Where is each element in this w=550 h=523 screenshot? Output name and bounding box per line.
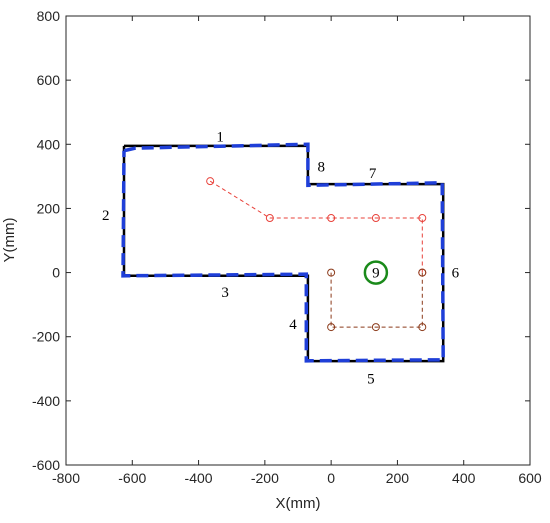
series-line (209, 180, 423, 273)
y-tick-label: 600 (37, 72, 61, 88)
annotation: 4 (289, 317, 297, 333)
point-marker (371, 214, 380, 223)
annotation: 1 (216, 129, 224, 145)
x-tick-label: 400 (452, 470, 476, 486)
series-line (121, 142, 445, 363)
x-tick-label: -800 (52, 470, 80, 486)
point-marker (363, 260, 389, 285)
y-tick-label: 800 (37, 8, 61, 24)
annotation: 8 (317, 160, 325, 176)
x-tick-label: -400 (185, 470, 213, 486)
y-axis-label: Y(mm) (1, 218, 18, 263)
annotation: 7 (369, 166, 377, 182)
y-tick-label: -400 (32, 393, 60, 409)
point-marker (418, 214, 427, 223)
plot-area (65, 15, 531, 466)
point-marker (265, 214, 274, 223)
x-tick-label: -200 (251, 470, 279, 486)
annotation: 9 (372, 266, 380, 282)
y-tick-label: 200 (37, 200, 61, 216)
y-tick-label: -200 (32, 329, 60, 345)
y-tick-label: -600 (32, 457, 60, 473)
x-tick-label: 0 (327, 470, 335, 486)
series-line (330, 272, 423, 328)
point-marker (371, 323, 380, 332)
point-marker (327, 214, 336, 223)
point-marker (327, 323, 336, 332)
point-marker (418, 323, 427, 332)
point-marker (327, 268, 336, 277)
point-marker (206, 177, 215, 186)
annotation: 5 (367, 371, 375, 387)
annotation: 3 (221, 285, 229, 301)
x-tick-label: -600 (118, 470, 146, 486)
y-tick-label: 0 (52, 265, 60, 281)
annotation: 2 (102, 208, 110, 224)
x-tick-label: 200 (386, 470, 410, 486)
y-tick-label: 400 (37, 136, 61, 152)
x-tick-label: 600 (518, 470, 542, 486)
annotation: 6 (452, 266, 460, 282)
x-axis-label: X(mm) (276, 495, 321, 512)
point-marker (418, 268, 427, 277)
